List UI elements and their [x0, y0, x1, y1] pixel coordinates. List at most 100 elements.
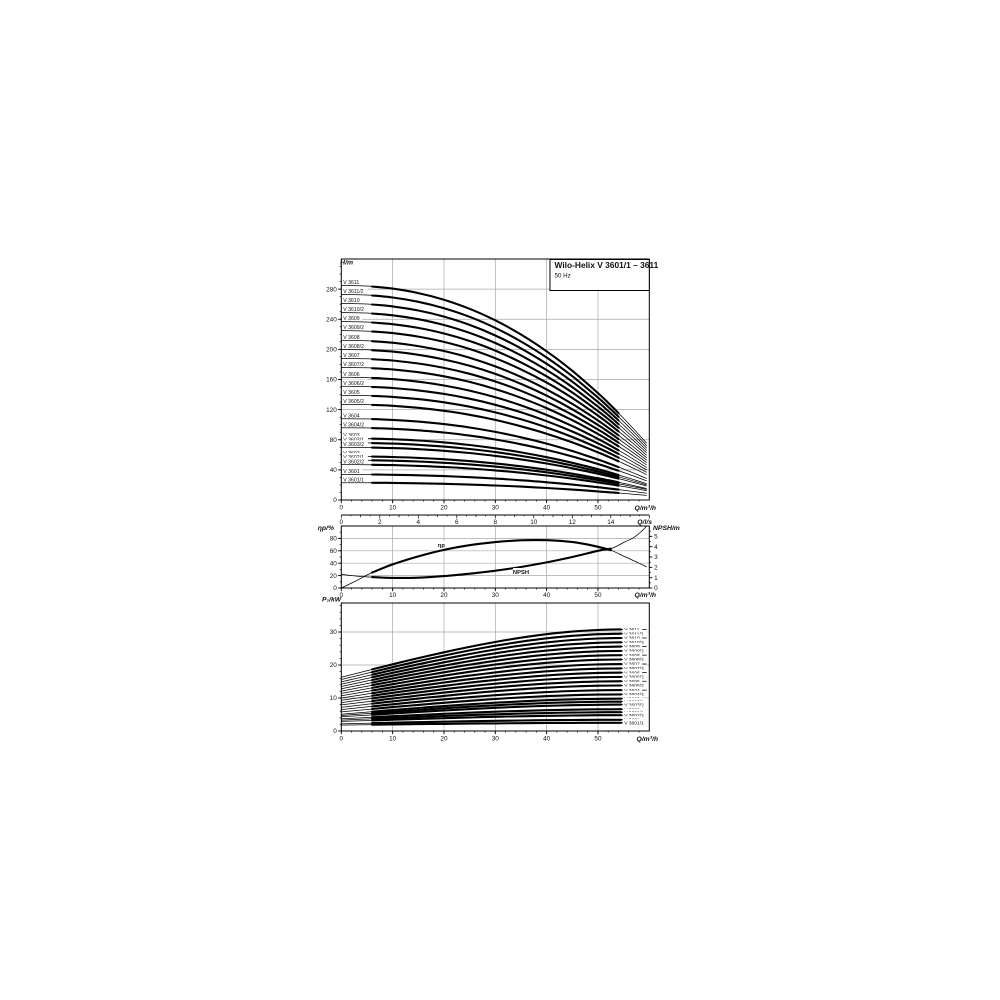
curve-label-bg [623, 642, 643, 650]
curve-label-v-3608: V 3608 [343, 335, 360, 341]
y-tick-label: 200 [326, 347, 337, 354]
curve-v-3602-1 [371, 459, 620, 485]
curve-label-bg [342, 360, 368, 367]
curve-label-v-3605: V 3605 [343, 390, 360, 396]
curve-label-npsh: NPSH [513, 570, 529, 576]
curve-label-v-3603-2-p2: V 3603/2 [624, 702, 644, 708]
curve-label-bg [342, 323, 368, 331]
y-tick-label: 160 [326, 377, 337, 384]
y-tick-label: 40 [330, 467, 338, 474]
x-tick-label: 10 [389, 505, 397, 512]
x-tick-label: 30 [492, 592, 500, 599]
x-tick-label: 30 [492, 736, 500, 743]
npsh-tick-label: 5 [654, 534, 658, 541]
power-axis-unit: P₂/kW [322, 597, 342, 604]
curve-v-3603-2 [371, 446, 620, 480]
curve-label-bg [623, 651, 643, 658]
y-tick-label: 120 [326, 407, 337, 414]
x-tick-label: 40 [543, 736, 551, 743]
curve-v-3606 [371, 376, 620, 452]
curve-v-3604-2 [371, 427, 620, 472]
efficiency-axis-unit: ηp/% [318, 525, 334, 532]
curve-label-bg [342, 287, 368, 294]
npsh-tick-label: 2 [654, 565, 658, 572]
curve-v-3607-2-p2 [371, 667, 623, 695]
curve-v-3605 [371, 394, 620, 459]
curve-label-bg [623, 701, 648, 708]
curve-label-bg [623, 677, 643, 684]
curve-label-bg [623, 660, 643, 667]
x-tick-label: 10 [389, 592, 397, 599]
curve-label-v-3601: V 3601 [343, 469, 360, 475]
curve-label-v-3601-1: V 3601/1 [343, 477, 364, 483]
ls-tick-label: 6 [455, 519, 459, 526]
ls-tick-label: 4 [417, 519, 421, 526]
curve-v-3607-p2 [371, 663, 623, 692]
curve-label-bg [342, 342, 368, 349]
curve-v-3605-p2 [371, 680, 623, 703]
y-tick-label: 10 [330, 695, 338, 702]
head-axis-unit: H/m [340, 260, 353, 267]
curve-label-bg [513, 567, 529, 575]
curve-v-3606-2-p2 [371, 675, 623, 700]
curve-v-3601-p2 [371, 718, 623, 725]
curve-v-3608-2 [371, 349, 620, 441]
curve-v-3604 [371, 418, 620, 469]
curve-v-3609 [371, 321, 620, 429]
figure-overlay: Wilo-Helix V 3601/1 – 3611 50 Hz H/m Q/m… [318, 259, 680, 743]
curve-v-3604-p2 [371, 689, 623, 708]
curve-label-bg [623, 711, 648, 718]
x-tick-label: 0 [340, 592, 344, 599]
curve-label-bg [342, 411, 363, 419]
curve-v-3603-p2 [371, 697, 623, 713]
curve-label-bg [342, 305, 368, 312]
efficiency-npsh-chart: 0 10 20 30 40 50 0 20 40 60 80 0 1 2 3 4 5 ηp NPSH [330, 525, 658, 599]
figure-title: Wilo-Helix V 3601/1 – 3611 [555, 260, 659, 270]
curve-label-v-3604-2: V 3604/2 [343, 422, 364, 428]
curve-v-3609-p2 [371, 645, 623, 682]
curve-label-bg [342, 296, 363, 303]
curve-npsh [371, 547, 612, 580]
curve-label-v-3601-1-p2: V 3601/1 [624, 720, 644, 726]
curve-v-3606-2 [371, 385, 620, 455]
npsh-tick-label: 0 [654, 585, 658, 592]
curve-v-3609-2 [371, 330, 620, 433]
curve-v-3611-2 [371, 294, 620, 418]
y-tick-label: 0 [333, 728, 337, 735]
curve-label-v-3610-2: V 3610/2 [343, 307, 364, 313]
curve-label-bg [342, 431, 363, 438]
curve-label-v-3609: V 3609 [343, 316, 360, 322]
curve-v-3610-p2 [371, 636, 623, 676]
curve-label-v-3608-2-p2: V 3608/2 [624, 657, 644, 663]
curve-v-3602-2 [371, 463, 620, 487]
curve-label-bg [623, 669, 643, 676]
npsh-tick-label: 3 [654, 554, 658, 561]
y-tick-label: 30 [330, 629, 338, 636]
curve-label-bg [342, 475, 368, 483]
ls-tick-label: 2 [378, 519, 382, 526]
x-tick-label: 20 [440, 592, 448, 599]
curve-label-v-3611: V 3611 [343, 280, 359, 286]
title-box [549, 259, 650, 291]
curve-v-3605-2 [371, 403, 620, 463]
curve-v-3611 [371, 285, 620, 415]
curve-label-v-3602-2: V 3602/2 [343, 459, 364, 465]
curve-label-bg [623, 690, 648, 697]
x-tick-label: 0 [340, 736, 344, 743]
ls-tick-label: 10 [530, 519, 538, 526]
x-tick-label: 50 [594, 505, 602, 512]
curve-label-bg [342, 370, 363, 377]
curve-v-3607-2 [371, 367, 620, 448]
curve-v-3608-p2 [371, 654, 623, 687]
curve-v-3603-2-p2 [371, 703, 623, 716]
flow-ls-ruler: 0 2 4 6 8 10 12 14 [340, 514, 650, 526]
npsh-tick-label: 4 [654, 544, 658, 551]
curve-v-3610 [371, 303, 620, 422]
x-tick-label: 10 [389, 736, 397, 743]
curve-label-bg [342, 388, 363, 395]
curve-label--p: ηp [438, 543, 446, 549]
curve-v-3601-1-p2 [371, 721, 623, 726]
